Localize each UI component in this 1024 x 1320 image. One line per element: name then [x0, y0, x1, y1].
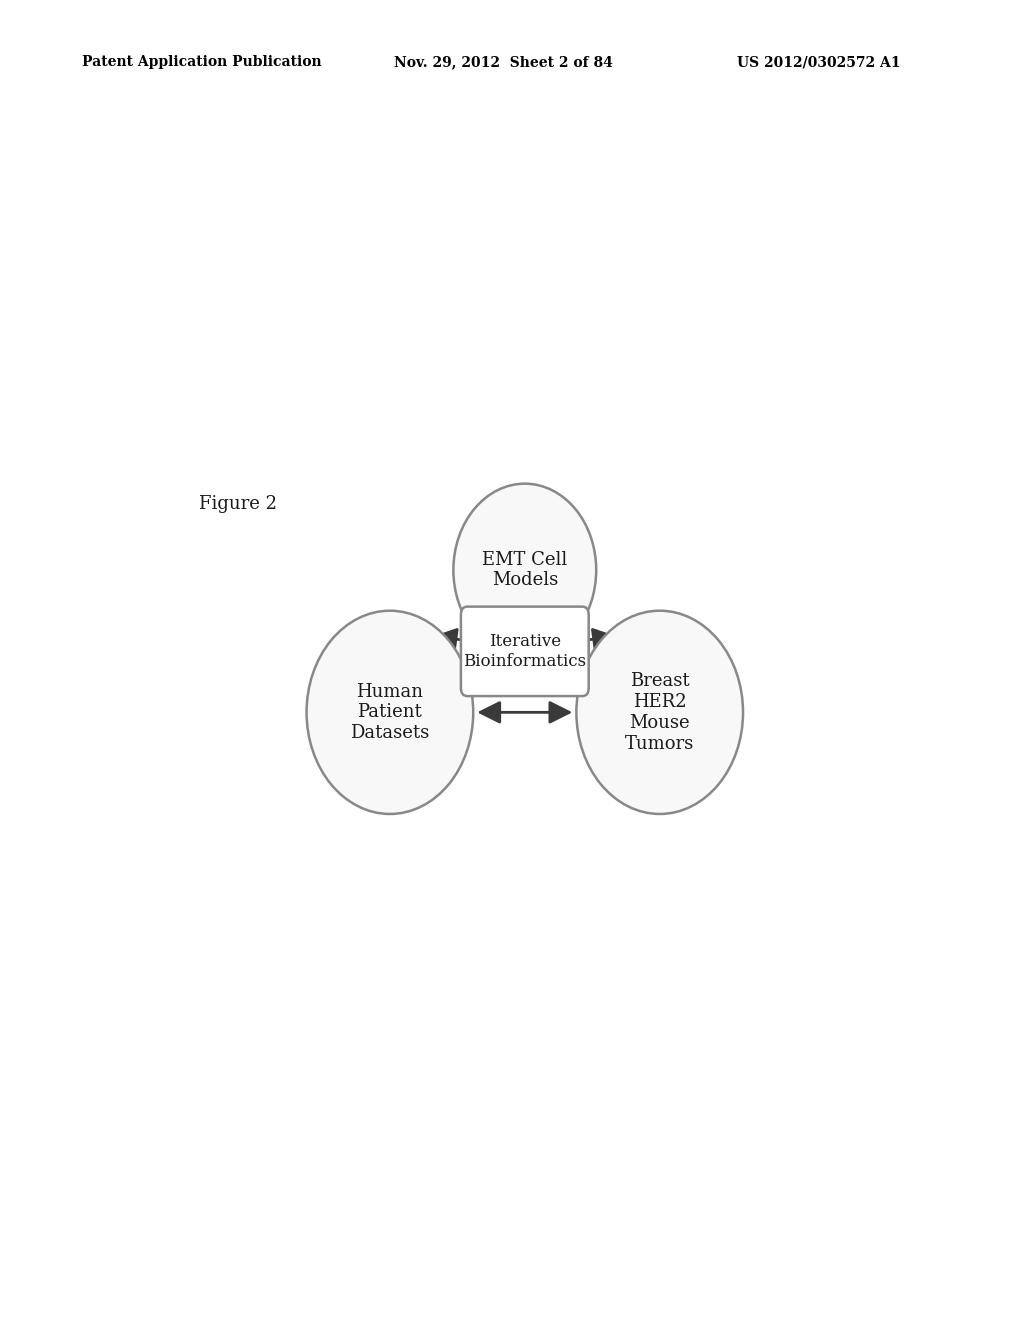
FancyBboxPatch shape — [461, 607, 589, 696]
Ellipse shape — [454, 483, 596, 656]
Text: Breast
HER2
Mouse
Tumors: Breast HER2 Mouse Tumors — [625, 672, 694, 752]
Text: Figure 2: Figure 2 — [200, 495, 278, 513]
Text: EMT Cell
Models: EMT Cell Models — [482, 550, 567, 590]
Text: Patent Application Publication: Patent Application Publication — [82, 55, 322, 70]
Text: US 2012/0302572 A1: US 2012/0302572 A1 — [737, 55, 901, 70]
Text: Nov. 29, 2012  Sheet 2 of 84: Nov. 29, 2012 Sheet 2 of 84 — [394, 55, 613, 70]
Text: Iterative
Bioinformatics: Iterative Bioinformatics — [463, 634, 587, 669]
Ellipse shape — [306, 611, 473, 814]
Text: Human
Patient
Datasets: Human Patient Datasets — [350, 682, 429, 742]
Ellipse shape — [577, 611, 743, 814]
